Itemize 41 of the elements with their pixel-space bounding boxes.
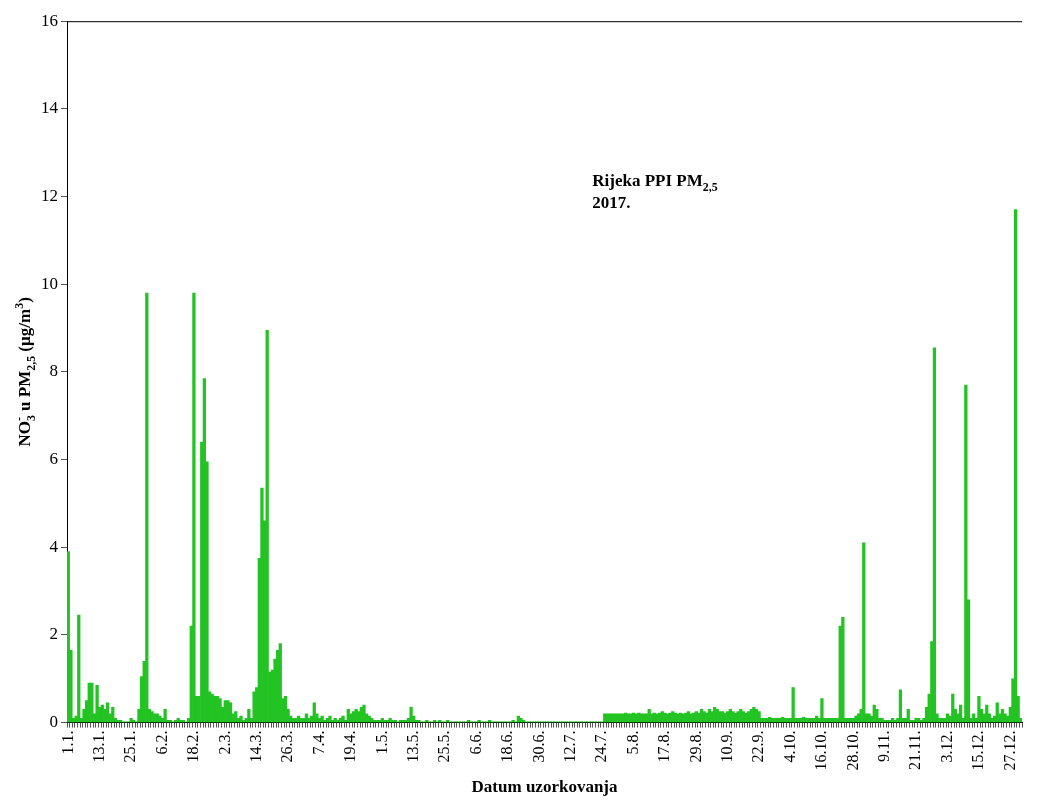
x-tick-label: 21.11. xyxy=(906,730,924,771)
x-tick-label: 27.12. xyxy=(1000,730,1018,771)
x-tick-label: 25.5. xyxy=(435,730,453,763)
x-tick-label: 7.4. xyxy=(309,730,327,755)
x-tick-label: 9.11. xyxy=(874,730,892,763)
y-tick-label: 2 xyxy=(49,624,58,644)
y-tick-label: 14 xyxy=(41,98,59,118)
x-tick-label: 16.10. xyxy=(812,730,830,771)
x-tick-label: 25.1. xyxy=(121,730,139,763)
y-tick-label: 6 xyxy=(49,449,58,469)
x-tick-label: 30.6. xyxy=(529,730,547,763)
x-tick-label: 3.12. xyxy=(937,730,955,763)
y-tick-label: 16 xyxy=(41,10,58,30)
x-tick-label: 10.9. xyxy=(717,730,735,763)
x-tick-label: 2.3. xyxy=(215,730,233,755)
y-tick-label: 10 xyxy=(41,273,58,293)
x-tick-label: 5.8. xyxy=(623,730,641,755)
x-tick-label: 15.12. xyxy=(969,730,987,771)
x-tick-label: 29.8. xyxy=(686,730,704,763)
x-tick-label: 19.4. xyxy=(341,730,359,763)
y-tick-label: 12 xyxy=(41,186,58,206)
x-tick-label: 24.7. xyxy=(592,730,610,763)
x-tick-label: 6.2. xyxy=(152,730,170,755)
x-tick-label: 17.8. xyxy=(655,730,673,763)
x-tick-label: 1.1. xyxy=(58,730,76,755)
x-tick-label: 1.5. xyxy=(372,730,390,755)
x-tick-label: 28.10. xyxy=(843,730,861,771)
x-tick-label: 12.7. xyxy=(560,730,578,763)
y-tick-label: 8 xyxy=(49,361,58,381)
x-tick-label: 6.6. xyxy=(466,730,484,755)
y-tick-label: 4 xyxy=(49,536,59,556)
x-tick-label: 18.2. xyxy=(184,730,202,763)
x-tick-label: 18.6. xyxy=(498,730,516,763)
x-tick-label: 22.9. xyxy=(749,730,767,763)
y-tick-label: 0 xyxy=(49,712,58,732)
x-tick-label: 13.5. xyxy=(403,730,421,763)
x-axis-title: Datum uzorkovanja xyxy=(471,777,619,797)
x-tick-label: 14.3. xyxy=(246,730,264,763)
x-tick-label: 4.10. xyxy=(780,730,798,763)
x-tick-label: 26.3. xyxy=(278,730,296,763)
x-tick-label: 13.1. xyxy=(89,730,107,763)
